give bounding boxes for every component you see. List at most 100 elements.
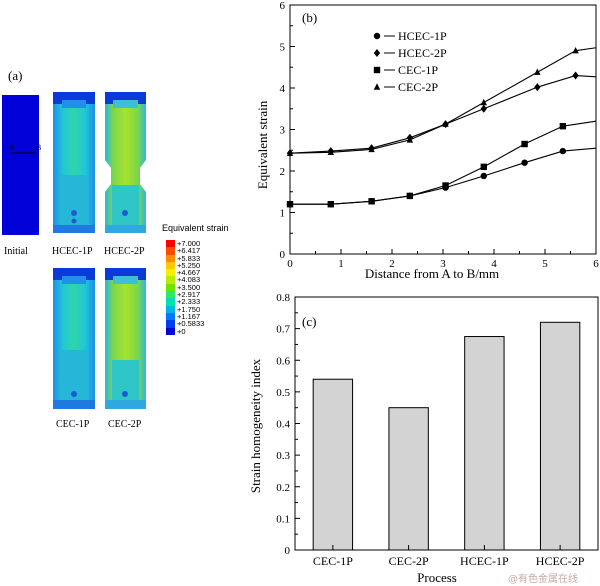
legend-label-cec-1p: CEC-1P (398, 63, 438, 77)
chart-b-x-axis-label: Distance from A to B/mm (365, 266, 499, 281)
data-point-cec-1p (521, 140, 528, 148)
y-tick-label: 0.6 (276, 355, 290, 367)
legend-row: +4.667 (166, 269, 204, 277)
legend-marker-hcec-2p (373, 49, 381, 57)
bar-cec-1p (312, 378, 354, 551)
x-tick-label: HCEC-1P (460, 554, 509, 568)
bar-cec-2p (388, 407, 429, 551)
legend-row: +0.5833 (166, 319, 205, 329)
contour-legend-title: Equivalent strain (162, 223, 229, 233)
x-tick-label: 6 (593, 258, 599, 270)
legend-swatch (166, 312, 175, 321)
section-marker-b: B (36, 143, 41, 152)
legend-row: +0 (166, 326, 204, 336)
caption-hcec-2p: HCEC-2P (104, 246, 145, 257)
legend-value: +5.833 (177, 253, 201, 263)
x-tick-label: HCEC-2P (536, 554, 585, 568)
section-marker-a: A (9, 143, 15, 152)
legend-swatch (166, 283, 175, 292)
legend-value: +2.333 (177, 297, 201, 307)
billet-cec-2p (105, 268, 146, 409)
contour-legend: +7.000 +6.417 +5.833 +5.250 +4.667 +4.083 +3.5… (166, 240, 204, 335)
data-point-hcec-1p (480, 172, 487, 180)
y-tick-label: 0.5 (276, 387, 290, 399)
legend-row: +2.333 (166, 297, 204, 307)
bar-hcec-1p (464, 336, 505, 551)
legend-label-cec-2p: CEC-2P (398, 80, 438, 94)
legend-value: +0 (177, 326, 186, 336)
data-point-cec-1p (559, 122, 567, 130)
data-point-cec-2p (480, 98, 487, 106)
legend-row: +3.500 (166, 282, 204, 292)
legend-value: +7.000 (177, 239, 201, 248)
y-tick-label: 0.1 (276, 513, 290, 525)
x-tick-label: 2 (389, 258, 395, 270)
panel-b-label: (b) (302, 10, 317, 25)
legend-label-hcec-1p: HCEC-1P (398, 29, 447, 43)
data-point-cec-1p (368, 198, 375, 205)
legend-row: +1.167 (166, 313, 204, 320)
billet-cec-1p (53, 268, 95, 409)
legend-value: +3.500 (177, 282, 201, 292)
data-point-cec-1p (442, 182, 449, 189)
legend-marker-cec-2p (373, 83, 381, 90)
y-tick-label: 0.8 (276, 292, 290, 304)
caption-initial: Initial (4, 246, 28, 257)
x-tick-label: 5 (542, 258, 548, 270)
legend-swatch (166, 240, 175, 248)
legend-swatch (166, 247, 175, 255)
legend-swatch (166, 276, 175, 284)
legend-swatch (166, 291, 175, 299)
x-tick-label: CEC-2P (389, 554, 429, 568)
billet-hcec-1p (53, 92, 95, 233)
y-tick-label: 0.7 (276, 324, 290, 336)
y-tick-label: 0 (285, 545, 291, 557)
legend-marker-hcec-1p (373, 32, 381, 40)
legend-row: +7.000 (166, 240, 204, 247)
x-tick-label: 3 (440, 258, 446, 270)
caption-hcec-1p: HCEC-1P (52, 246, 93, 257)
legend-swatch (166, 269, 175, 277)
legend-row: +6.417 (166, 246, 204, 256)
legend-marker-cec-1p (373, 66, 381, 74)
legend-label-hcec-2p: HCEC-2P (398, 46, 447, 60)
y-tick-label: 5 (280, 42, 286, 54)
caption-cec-1p: CEC-1P (56, 419, 90, 430)
legend-value: +0.5833 (177, 319, 205, 329)
line-chart-b: 0 1 2 3 4 5 6 0 1 2 3 4 5 6 HCEC-1P HCEC-2P CEC-1P CEC-2… (255, 0, 599, 281)
y-tick-label: 0.2 (276, 482, 290, 494)
chart-b-y-axis-label: Equivalent strain (255, 100, 270, 189)
data-point-cec-2p (368, 145, 375, 153)
legend-swatch (166, 298, 175, 306)
legend-value: +4.083 (177, 275, 201, 285)
data-point-cec-1p (327, 201, 334, 208)
series-line-hcec-1p (290, 147, 597, 205)
legend-value: +6.417 (177, 246, 201, 256)
x-tick-label: 0 (287, 258, 293, 270)
legend-swatch (166, 327, 175, 335)
data-point-cec-1p (480, 163, 487, 171)
legend-swatch (166, 254, 175, 262)
data-point-cec-2p (406, 136, 414, 143)
data-point-hcec-1p (521, 159, 528, 166)
legend-row: +1.750 (166, 304, 204, 314)
series-line-cec-1p (290, 120, 597, 205)
y-tick-label: 2 (280, 166, 286, 178)
y-tick-label: 6 (280, 0, 286, 12)
bar-hcec-2p (539, 321, 581, 551)
data-point-hcec-1p (559, 147, 567, 155)
data-point-hcec-2p (572, 71, 579, 80)
legend-row: +5.250 (166, 260, 204, 270)
legend-swatch (166, 305, 175, 313)
legend-value: +1.750 (177, 304, 201, 314)
data-point-cec-2p (572, 46, 579, 54)
data-point-hcec-2p (534, 83, 541, 92)
legend-swatch (166, 320, 175, 328)
legend-value: +5.250 (177, 260, 201, 270)
panel-a-label: (a) (8, 68, 23, 83)
data-point-hcec-2p (480, 104, 487, 113)
legend-swatch (166, 261, 175, 270)
billet-hcec-2p (105, 92, 146, 233)
data-point-cec-2p (327, 148, 334, 156)
legend-value: +2.917 (177, 290, 201, 300)
